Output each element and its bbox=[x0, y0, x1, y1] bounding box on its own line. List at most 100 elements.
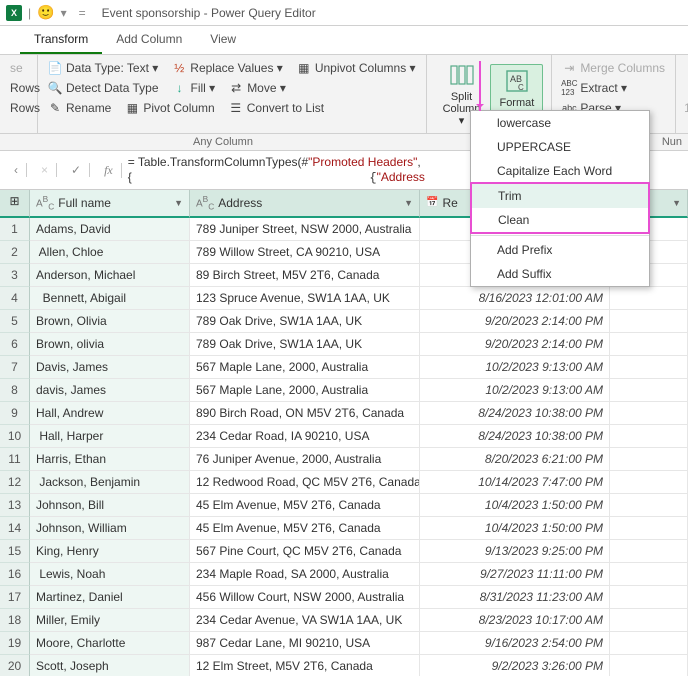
move-button[interactable]: ⇄Move ▾ bbox=[225, 79, 290, 97]
cell-date[interactable]: 8/24/2023 10:38:00 PM bbox=[420, 425, 610, 448]
row-header[interactable]: 16 bbox=[0, 563, 30, 586]
cell-address[interactable]: 45 Elm Avenue, M5V 2T6, Canada bbox=[190, 517, 420, 540]
cell-name[interactable]: Anderson, Michael bbox=[30, 264, 190, 287]
pivot-button[interactable]: ▦Pivot Column bbox=[121, 99, 218, 117]
chevron-down-icon[interactable]: ▼ bbox=[174, 198, 183, 208]
fx-icon[interactable]: fx bbox=[96, 163, 122, 178]
menu-clean[interactable]: Clean bbox=[472, 208, 648, 232]
row-header[interactable]: 13 bbox=[0, 494, 30, 517]
cell-address[interactable]: 89 Birch Street, M5V 2T6, Canada bbox=[190, 264, 420, 287]
cell-address[interactable]: 456 Willow Court, NSW 2000, Australia bbox=[190, 586, 420, 609]
cell-address[interactable]: 234 Cedar Road, IA 90210, USA bbox=[190, 425, 420, 448]
cell-address[interactable]: 234 Maple Road, SA 2000, Australia bbox=[190, 563, 420, 586]
col-full-name[interactable]: ABCFull name▼ bbox=[30, 190, 190, 217]
cell-empty[interactable] bbox=[610, 379, 688, 402]
cell-empty[interactable] bbox=[610, 356, 688, 379]
row-header[interactable]: 17 bbox=[0, 586, 30, 609]
menu-add-suffix[interactable]: Add Suffix bbox=[471, 262, 649, 286]
cell-name[interactable]: Johnson, William bbox=[30, 517, 190, 540]
cell-name[interactable]: Miller, Emily bbox=[30, 609, 190, 632]
fill-button[interactable]: ↓Fill ▾ bbox=[169, 79, 220, 97]
cell-empty[interactable] bbox=[610, 402, 688, 425]
cell-name[interactable]: Brown, olivia bbox=[30, 333, 190, 356]
cell-name[interactable]: Harris, Ethan bbox=[30, 448, 190, 471]
cell-date[interactable]: 9/2/2023 3:26:00 PM bbox=[420, 655, 610, 676]
row-header[interactable]: 14 bbox=[0, 517, 30, 540]
cell-empty[interactable] bbox=[610, 632, 688, 655]
row-header[interactable]: 4 bbox=[0, 287, 30, 310]
fx-nav-left[interactable]: ‹ bbox=[6, 163, 27, 177]
menu-trim[interactable]: Trim bbox=[472, 184, 648, 208]
menu-capitalize[interactable]: Capitalize Each Word bbox=[471, 159, 649, 183]
tab-view[interactable]: View bbox=[196, 26, 250, 54]
cell-name[interactable]: Scott, Joseph bbox=[30, 655, 190, 676]
chevron-down-icon[interactable]: ▼ bbox=[404, 198, 413, 208]
row-header[interactable]: 2 bbox=[0, 241, 30, 264]
cell-address[interactable]: 789 Willow Street, CA 90210, USA bbox=[190, 241, 420, 264]
col-address[interactable]: ABCAddress▼ bbox=[190, 190, 420, 217]
row-header[interactable]: 1 bbox=[0, 218, 30, 241]
cell-name[interactable]: Adams, David bbox=[30, 218, 190, 241]
cell-name[interactable]: Hall, Harper bbox=[30, 425, 190, 448]
cell-empty[interactable] bbox=[610, 448, 688, 471]
cell-name[interactable]: Moore, Charlotte bbox=[30, 632, 190, 655]
row-header[interactable]: 19 bbox=[0, 632, 30, 655]
cell-name[interactable]: Martinez, Daniel bbox=[30, 586, 190, 609]
cell-address[interactable]: 567 Maple Lane, 2000, Australia bbox=[190, 356, 420, 379]
extract-button[interactable]: ABC123Extract ▾ bbox=[558, 79, 669, 97]
cell-date[interactable]: 9/20/2023 2:14:00 PM bbox=[420, 333, 610, 356]
cell-date[interactable]: 10/2/2023 9:13:00 AM bbox=[420, 379, 610, 402]
cell-date[interactable]: 10/4/2023 1:50:00 PM bbox=[420, 517, 610, 540]
row-header[interactable]: 8 bbox=[0, 379, 30, 402]
row-header[interactable]: 5 bbox=[0, 310, 30, 333]
cell-empty[interactable] bbox=[610, 494, 688, 517]
cell-empty[interactable] bbox=[610, 609, 688, 632]
convert-list-button[interactable]: ☰Convert to List bbox=[225, 99, 328, 117]
row-header[interactable]: 10 bbox=[0, 425, 30, 448]
use-rows[interactable]: Rows bbox=[6, 79, 31, 97]
cell-date[interactable]: 9/20/2023 2:14:00 PM bbox=[420, 310, 610, 333]
qat-down[interactable]: ▾ bbox=[61, 6, 67, 20]
menu-add-prefix[interactable]: Add Prefix bbox=[471, 238, 649, 262]
cell-address[interactable]: 567 Pine Court, QC M5V 2T6, Canada bbox=[190, 540, 420, 563]
cell-name[interactable]: Bennett, Abigail bbox=[30, 287, 190, 310]
cell-empty[interactable] bbox=[610, 517, 688, 540]
fx-close[interactable]: × bbox=[33, 163, 57, 177]
cell-date[interactable]: 8/20/2023 6:21:00 PM bbox=[420, 448, 610, 471]
cell-empty[interactable] bbox=[610, 287, 688, 310]
cell-empty[interactable] bbox=[610, 563, 688, 586]
cell-date[interactable]: 9/27/2023 11:11:00 PM bbox=[420, 563, 610, 586]
cell-date[interactable]: 8/16/2023 12:01:00 AM bbox=[420, 287, 610, 310]
cell-address[interactable]: 234 Cedar Avenue, VA SW1A 1AA, UK bbox=[190, 609, 420, 632]
cell-name[interactable]: davis, James bbox=[30, 379, 190, 402]
row-header[interactable]: 12 bbox=[0, 471, 30, 494]
unpivot-button[interactable]: ▦Unpivot Columns ▾ bbox=[293, 59, 420, 77]
cell-name[interactable]: King, Henry bbox=[30, 540, 190, 563]
cell-empty[interactable] bbox=[610, 540, 688, 563]
cell-name[interactable]: Brown, Olivia bbox=[30, 310, 190, 333]
rename-button[interactable]: ✎Rename bbox=[44, 99, 115, 117]
cell-date[interactable]: 8/23/2023 10:17:00 AM bbox=[420, 609, 610, 632]
chevron-down-icon[interactable]: ▼ bbox=[672, 198, 681, 208]
cell-date[interactable]: 10/4/2023 1:50:00 PM bbox=[420, 494, 610, 517]
cell-address[interactable]: 45 Elm Avenue, M5V 2T6, Canada bbox=[190, 494, 420, 517]
grid-corner[interactable]: ⊞ bbox=[0, 190, 30, 217]
cell-empty[interactable] bbox=[610, 586, 688, 609]
cell-date[interactable]: 9/16/2023 2:54:00 PM bbox=[420, 632, 610, 655]
cell-date[interactable]: 8/24/2023 10:38:00 PM bbox=[420, 402, 610, 425]
cell-address[interactable]: 789 Oak Drive, SW1A 1AA, UK bbox=[190, 310, 420, 333]
cell-date[interactable]: 10/14/2023 7:47:00 PM bbox=[420, 471, 610, 494]
row-header[interactable]: 3 bbox=[0, 264, 30, 287]
keep-rows[interactable]: Rows bbox=[6, 99, 31, 117]
cell-empty[interactable] bbox=[610, 310, 688, 333]
cell-address[interactable]: 12 Elm Street, M5V 2T6, Canada bbox=[190, 655, 420, 676]
row-header[interactable]: 7 bbox=[0, 356, 30, 379]
cell-address[interactable]: 123 Spruce Avenue, SW1A 1AA, UK bbox=[190, 287, 420, 310]
cell-name[interactable]: Jackson, Benjamin bbox=[30, 471, 190, 494]
row-header[interactable]: 11 bbox=[0, 448, 30, 471]
menu-uppercase[interactable]: UPPERCASE bbox=[471, 135, 649, 159]
cell-date[interactable]: 8/31/2023 11:23:00 AM bbox=[420, 586, 610, 609]
cell-date[interactable]: 9/13/2023 9:25:00 PM bbox=[420, 540, 610, 563]
row-header[interactable]: 15 bbox=[0, 540, 30, 563]
row-header[interactable]: 20 bbox=[0, 655, 30, 676]
